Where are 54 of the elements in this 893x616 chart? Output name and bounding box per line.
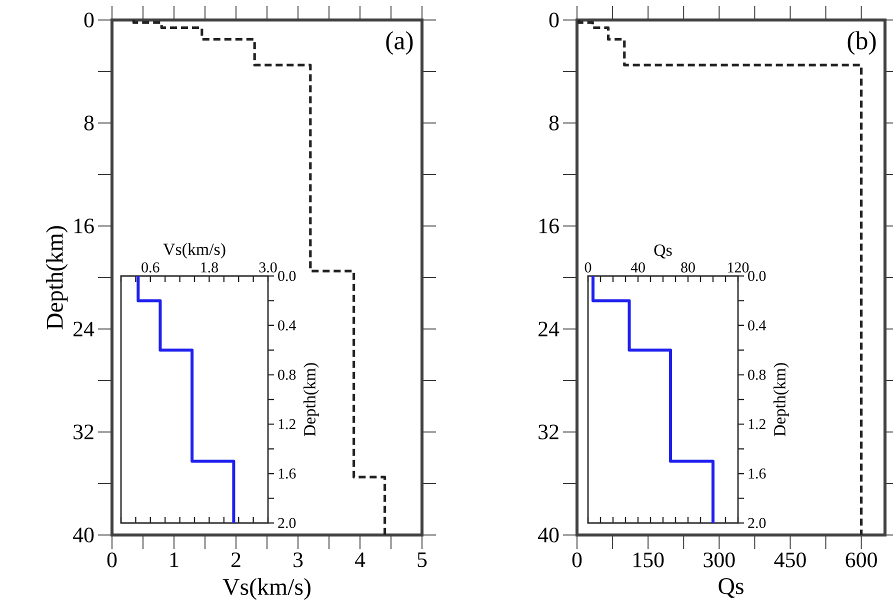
x-tick-label: 4 — [354, 552, 366, 567]
y-tick-label: 8 — [84, 116, 94, 130]
x-tick-label: 450 — [774, 552, 806, 568]
x-tick-label: 150 — [634, 552, 664, 568]
x-tick-label: 2 — [231, 552, 240, 568]
y-tick-label: 2.0 — [278, 518, 296, 528]
x-tick-label: 300 — [704, 552, 735, 568]
x-axis-title: Qs — [654, 244, 672, 258]
y-tick-label: 32 — [74, 424, 94, 440]
x-tick-label: 0 — [572, 552, 582, 568]
x-tick-label: 3.0 — [259, 262, 277, 272]
y-tick-label: 0.4 — [278, 320, 296, 330]
line-series — [132, 20, 386, 536]
y-tick-label: 0.0 — [278, 270, 296, 282]
x-tick-label: 80 — [681, 262, 695, 272]
y-tick-label: 0.8 — [278, 370, 296, 380]
y-tick-label: 24 — [538, 322, 560, 336]
y-tick-label: 0.0 — [748, 270, 766, 282]
y-tick-label: 0 — [549, 12, 559, 28]
y-tick-label: 24 — [74, 322, 94, 336]
y-tick-label: 0 — [84, 12, 94, 28]
x-tick-label: 5 — [418, 552, 427, 568]
y-tick-label: 40 — [538, 528, 559, 542]
x-tick-label: 0 — [107, 552, 117, 568]
x-tick-label: 1.8 — [201, 262, 218, 272]
x-axis-title: Vs(km/s) — [163, 243, 226, 258]
line-series — [592, 276, 715, 523]
line-series — [136, 276, 236, 523]
x-tick-label: 600 — [846, 552, 877, 568]
annotation: (b) — [848, 31, 876, 55]
x-axis-title: Vs(km/s) — [222, 578, 310, 600]
y-axis-title: Depth(km) — [774, 363, 789, 436]
y-axis-title: Depth(km) — [304, 363, 319, 436]
x-axis-title: Qs — [718, 578, 744, 598]
x-tick-label: 3 — [294, 552, 303, 568]
x-tick-label: 1 — [170, 552, 178, 567]
y-tick-label: 1.2 — [278, 419, 296, 430]
y-tick-label: 32 — [538, 424, 558, 440]
y-axis-title: Depth(km) — [46, 226, 68, 330]
y-tick-label: 1.6 — [278, 468, 296, 479]
y-tick-label: 16 — [539, 218, 559, 234]
annotation: (a) — [386, 31, 413, 55]
y-tick-label: 16 — [74, 218, 94, 234]
y-tick-label: 1.6 — [748, 468, 766, 479]
y-tick-label: 40 — [72, 528, 94, 542]
y-tick-label: 8 — [549, 116, 559, 130]
y-tick-label: 1.2 — [748, 419, 766, 430]
x-tick-label: 120 — [728, 262, 749, 272]
x-tick-label: 0.6 — [142, 262, 160, 272]
y-tick-label: 0.4 — [748, 320, 766, 330]
x-tick-label: 40 — [630, 262, 645, 272]
x-tick-label: 0 — [584, 262, 592, 272]
y-tick-label: 2.0 — [748, 518, 766, 528]
y-tick-label: 0.8 — [748, 370, 766, 380]
